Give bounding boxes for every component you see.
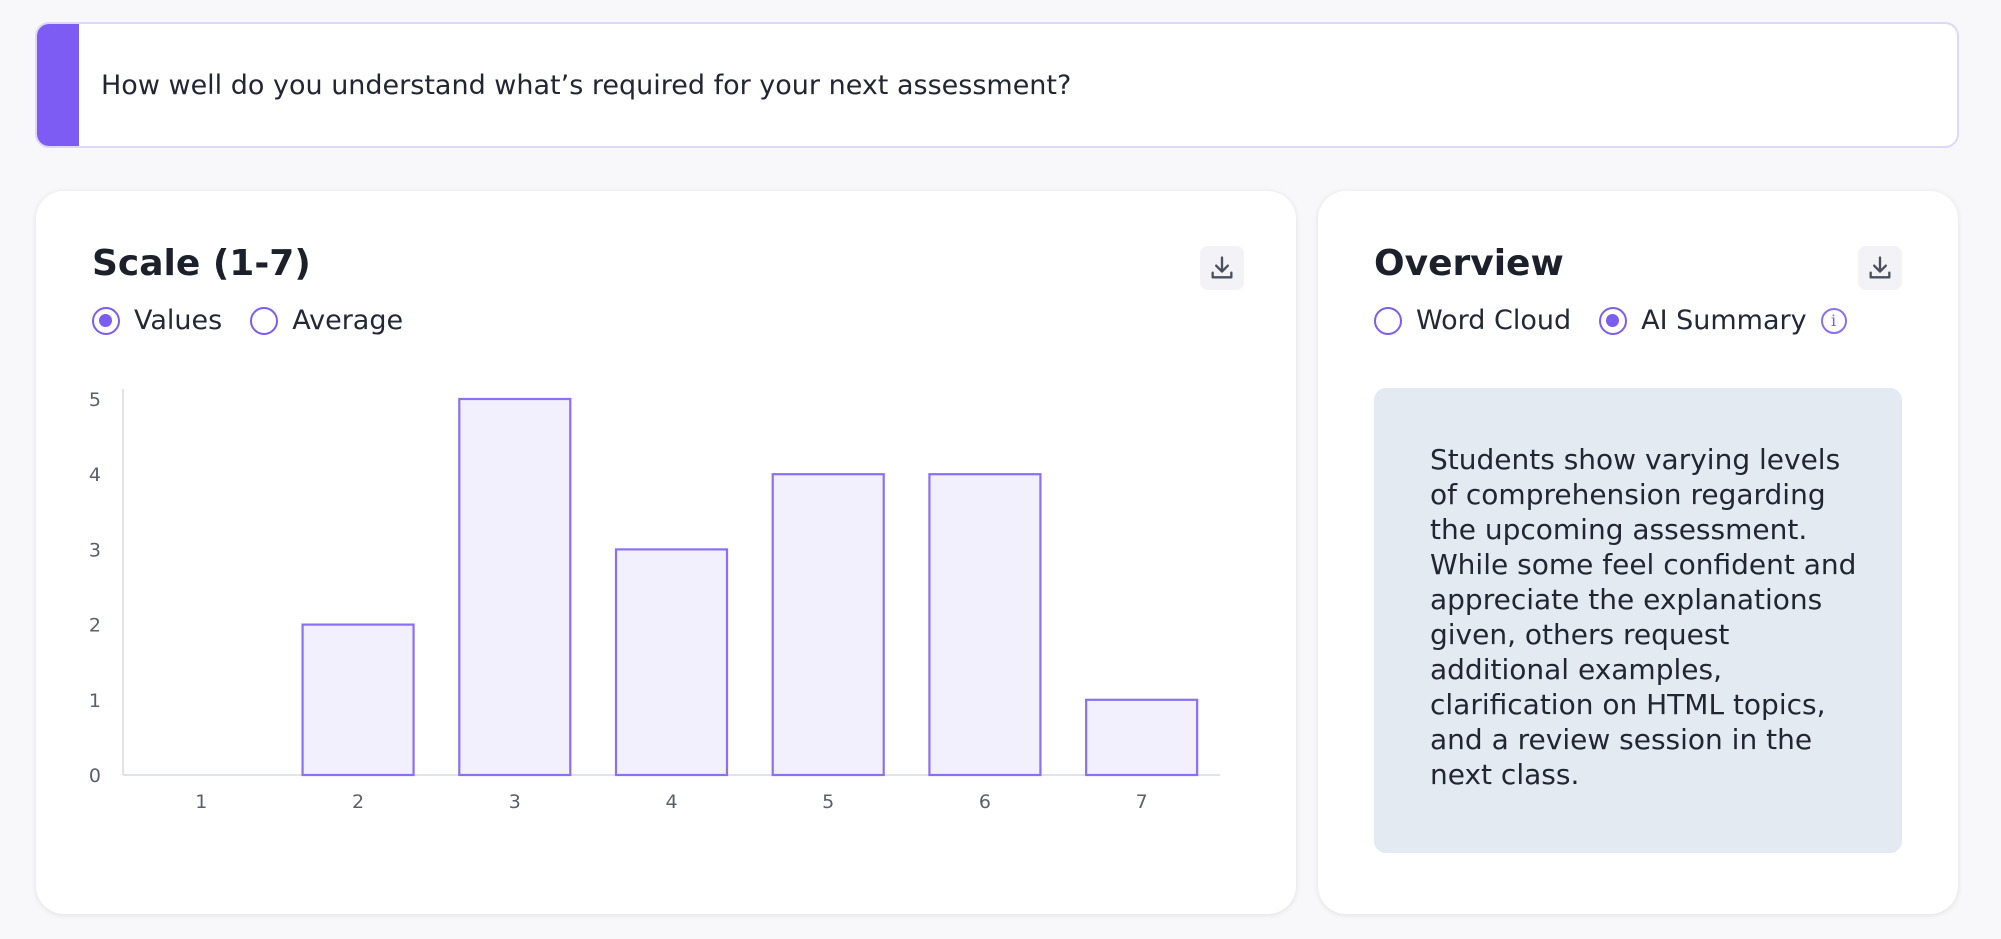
x-tick-label: 4 [665,791,677,813]
download-icon [1869,256,1891,279]
ai-summary-text: Students show varying levels of comprehe… [1430,443,1857,791]
radio-average-circle[interactable] [250,306,279,335]
x-tick-label: 1 [195,791,207,813]
question-text: How well do you understand what’s requir… [101,69,1072,101]
bar-5 [771,473,885,777]
overview-view-toggle: Word Cloud AI Summary i [1374,305,1847,336]
y-tick-label: 4 [89,464,101,486]
scale-view-toggle: Values Average [92,305,431,336]
radio-values[interactable]: Values [92,305,222,336]
scale-download-button[interactable] [1200,246,1244,290]
x-tick-label: 7 [1136,791,1148,813]
x-tick-label: 5 [822,791,834,813]
bar-2 [301,623,415,777]
radio-ai-summary-circle[interactable] [1599,306,1628,335]
bar-3 [458,397,572,777]
x-tick-label: 6 [979,791,991,813]
radio-ai-summary[interactable]: AI Summary [1599,305,1807,336]
radio-ai-summary-label: AI Summary [1641,305,1807,336]
radio-values-label: Values [134,305,223,336]
scale-card: Scale (1-7) Values Average 0 1 2 3 4 5 1 2 3 4 5 6 7 [36,191,1296,914]
download-icon [1211,256,1233,279]
radio-word-cloud-label: Word Cloud [1416,305,1572,336]
question-accent-bar [37,24,79,146]
overview-card: Overview Word Cloud AI Summary i Student… [1318,191,1958,914]
radio-average-label: Average [292,305,404,336]
bar-6 [928,473,1042,777]
radio-average[interactable]: Average [250,305,403,336]
y-tick-label: 3 [89,539,101,561]
y-tick-label: 2 [89,615,101,637]
y-tick-label: 5 [89,389,101,411]
overview-card-title: Overview [1374,243,1564,284]
y-tick-label: 1 [89,690,101,712]
scale-bar-chart: 0 1 2 3 4 5 1 2 3 4 5 6 7 [89,389,1220,813]
bar-4 [614,548,729,777]
overview-download-button[interactable] [1858,246,1902,290]
radio-values-circle[interactable] [92,306,120,335]
radio-word-cloud[interactable]: Word Cloud [1374,305,1571,336]
info-icon[interactable]: i [1820,307,1847,334]
question-banner: How well do you understand what’s requir… [35,22,1959,148]
x-tick-label: 2 [352,791,364,813]
radio-word-cloud-circle[interactable] [1374,306,1402,335]
ai-summary-box: Students show varying levels of comprehe… [1374,388,1902,853]
y-tick-label: 0 [89,765,101,787]
bar-7 [1085,698,1199,777]
x-tick-label: 3 [509,791,521,813]
scale-card-title: Scale (1-7) [92,243,311,284]
